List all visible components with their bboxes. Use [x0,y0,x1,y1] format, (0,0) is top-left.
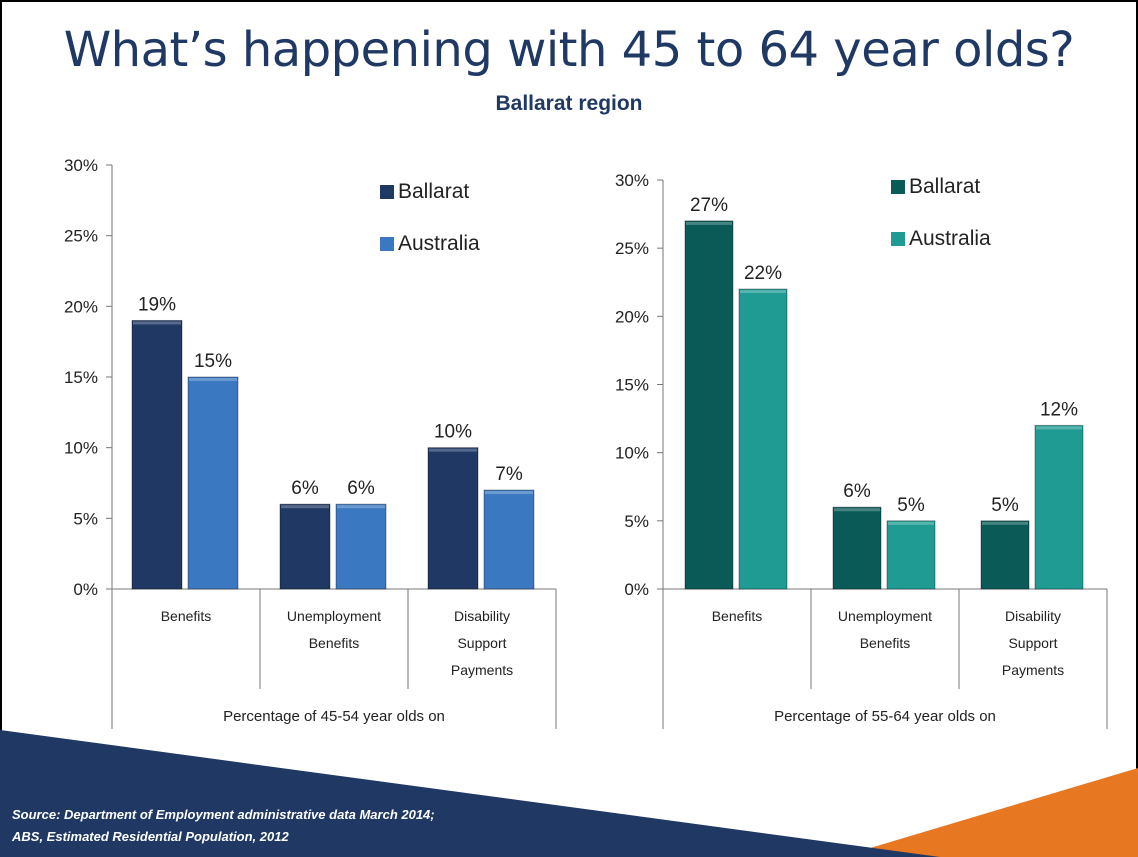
legend-label-ballarat: Ballarat [909,175,980,198]
bar-highlight [281,505,329,509]
legend-swatch-australia [891,232,905,246]
y-tick-label: 30% [64,156,98,175]
legend-swatch-ballarat [891,180,905,194]
bar-highlight [982,521,1028,525]
bar-australia-0 [738,288,788,590]
data-label: 10% [434,422,472,443]
data-label: 15% [194,351,232,372]
y-tick-label: 30% [615,171,649,190]
category-label: Payments [451,662,513,678]
data-label: 6% [291,478,319,499]
bar-highlight [133,321,181,325]
bar-australia-1 [335,503,387,590]
source-line-1: Source: Department of Employment adminis… [12,807,435,822]
data-label: 19% [138,294,176,315]
y-tick-label: 20% [615,307,649,326]
legend-label-australia: Australia [398,232,480,255]
data-label: 6% [843,481,871,502]
category-label: Support [1008,635,1057,651]
legend-label-ballarat: Ballarat [398,180,469,203]
legend-swatch-australia [380,237,394,251]
bar-ballarat-0 [684,220,734,590]
data-label: 6% [347,478,375,499]
category-label: Unemployment [838,608,932,624]
chart-45-54: 0% 5% 10% 15% 20% 25% 30% 19% 6% 10% 15% 6% 7% Benefi… [64,156,557,729]
y-tick-label: 0% [73,580,98,599]
y-tick-label: 20% [64,297,98,316]
source-note: Source: Department of Employment adminis… [12,804,435,848]
bar-highlight [189,378,237,381]
chart-55-64: 0% 5% 10% 15% 20% 25% 30% 27% 6% 5% 22% 5% 12% Benefi… [615,171,1108,729]
category-label: Benefits [309,635,360,651]
category-label: Benefits [712,608,763,624]
bar-ballarat-2 [980,520,1030,590]
page-title: What’s happening with 45 to 64 year olds… [63,22,1075,78]
bar-highlight [740,290,786,294]
y-tick-label: 15% [64,368,98,387]
y-tick-label: 10% [615,444,649,463]
bar-highlight [1036,426,1082,430]
navy-banner [0,730,940,857]
data-label: 5% [991,495,1019,516]
bar-highlight [485,491,533,495]
y-tick-label: 25% [64,227,98,246]
bar-ballarat-0 [131,319,183,590]
bar-highlight [337,505,385,509]
data-label: 5% [897,495,925,516]
y-tick-label: 10% [64,439,98,458]
bar-australia-2 [1034,424,1084,590]
bar-australia-0 [187,376,239,590]
bar-ballarat-1 [279,503,331,590]
category-label: Support [457,635,506,651]
category-label: Unemployment [287,608,381,624]
data-label: 27% [690,195,728,216]
bar-highlight [834,508,880,512]
bar-ballarat-2 [427,447,479,590]
data-label: 7% [495,464,523,485]
bar-australia-1 [886,520,936,590]
x-axis-label: Percentage of 55-64 year olds on [774,708,996,725]
y-tick-label: 5% [73,509,98,528]
orange-banner [840,768,1138,857]
category-label: Benefits [161,608,212,624]
bar-highlight [429,448,477,452]
x-axis-label: Percentage of 45-54 year olds on [223,708,445,725]
y-tick-label: 15% [615,376,649,395]
bar-highlight [888,521,934,525]
data-label: 12% [1040,399,1078,420]
legend-label-australia: Australia [909,227,991,250]
page-subtitle: Ballarat region [495,92,643,115]
bar-highlight [686,221,732,225]
data-label: 22% [744,263,782,284]
category-label: Benefits [860,635,911,651]
category-label: Disability [454,608,510,624]
bar-ballarat-1 [832,506,882,590]
y-tick-label: 5% [624,512,649,531]
category-label: Payments [1002,662,1064,678]
category-label: Disability [1005,608,1061,624]
source-line-2: ABS, Estimated Residential Population, 2… [12,829,289,844]
legend-swatch-ballarat [380,185,394,199]
bar-australia-2 [483,489,535,590]
y-tick-label: 25% [615,239,649,258]
y-tick-label: 0% [624,580,649,599]
